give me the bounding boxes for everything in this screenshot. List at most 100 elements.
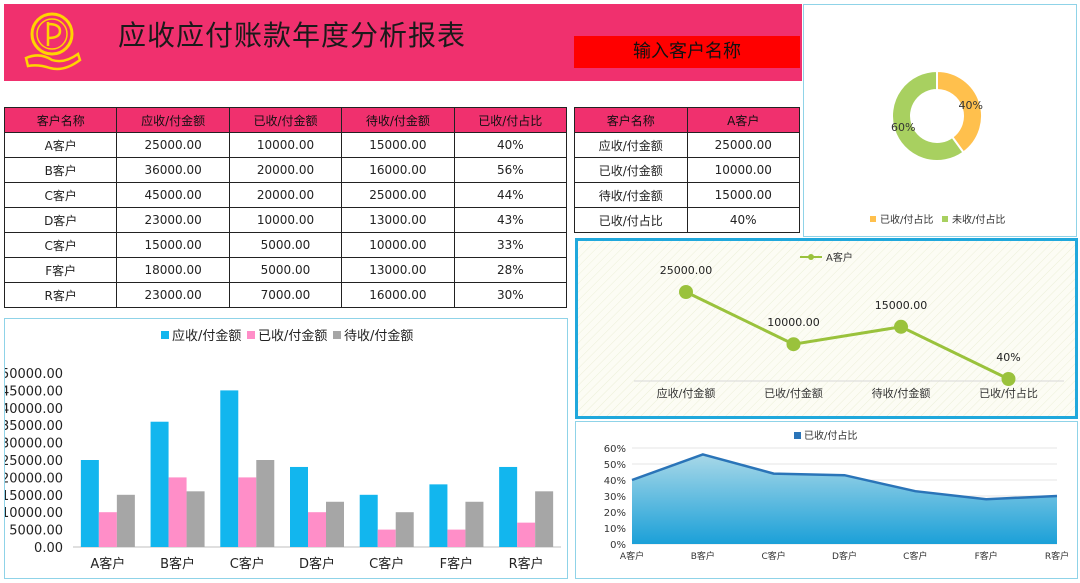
donut-slice <box>936 69 983 154</box>
legend-label: 已收/付占比 <box>804 429 857 442</box>
x-tick-label: 已收/付金额 <box>764 386 823 400</box>
x-tick-label: B客户 <box>691 550 715 562</box>
bar <box>98 512 117 547</box>
bar <box>220 390 239 547</box>
table-cell: 10000.00 <box>228 132 343 158</box>
bar <box>290 466 308 547</box>
table-cell: 25000.00 <box>341 182 455 208</box>
table-cell: 25000.00 <box>686 132 800 158</box>
legend-label: 应收/付金额 <box>172 328 241 344</box>
table-cell: 5000.00 <box>228 257 343 283</box>
area-chart-panel: 已收/付占比 0% 10% 20% 30% 40% 50% 60% A客户 B客户 C客户 D客户 C客… <box>575 421 1078 579</box>
bar <box>116 494 135 547</box>
table-cell: 10000.00 <box>341 232 455 258</box>
x-tick-label: A客户 <box>620 550 644 562</box>
legend-swatch <box>794 432 801 439</box>
summary-table: 客户名称 应收/付金额 已收/付金额 待收/付金额 已收/付占比 A客户 25000.00… <box>3 107 568 308</box>
table-row: C客户 15000.00 5000.00 10000.00 33% <box>3 232 568 258</box>
y-tick-label: 20000.00 <box>5 471 63 486</box>
table-body: A客户 25000.00 10000.00 15000.00 40% B客户 36000.0… <box>3 132 568 308</box>
donut-chart: 40% 60% 已收/付占比 未收/付占比 <box>870 69 1005 226</box>
table-cell: 15000.00 <box>686 182 800 208</box>
area-fill <box>632 454 1057 544</box>
table-cell: 40% <box>686 207 800 233</box>
table-cell: 33% <box>453 232 568 258</box>
line-series-a <box>685 290 1010 381</box>
table-row: B客户 36000.00 20000.00 16000.00 56% <box>3 157 568 183</box>
bar <box>359 494 378 547</box>
customer-name-input[interactable]: 输入客户名称 <box>574 36 800 68</box>
y-tick-label: 5000.00 <box>9 524 63 539</box>
bar <box>150 421 169 547</box>
bar <box>535 491 554 547</box>
table-cell: 20000.00 <box>228 157 343 183</box>
y-tick-label: 40% <box>604 476 626 487</box>
x-tick-label: F客户 <box>440 556 473 572</box>
bar <box>377 529 396 547</box>
table-header-row: 客户名称 应收/付金额 已收/付金额 待收/付金额 已收/付占比 <box>3 107 568 133</box>
bar-chart: 应收/付金额 已收/付金额 待收/付金额 0.00 5000.00 10000.00 150… <box>1 328 561 572</box>
x-tick-label: 应收/付金额 <box>657 386 716 400</box>
y-tick-label: 0% <box>610 540 626 551</box>
line-data-label: 15000.00 <box>875 299 928 312</box>
bar <box>447 529 466 547</box>
donut-data-label: 60% <box>891 121 915 134</box>
legend-label: 已收/付占比 <box>880 213 933 226</box>
table-cell: 已收/付占比 <box>574 207 688 233</box>
legend-marker <box>808 254 814 260</box>
table-cell: F客户 <box>3 257 118 283</box>
table-cell: 18000.00 <box>116 257 230 283</box>
table-row: 应收/付金额 25000.00 <box>574 132 800 158</box>
table-cell: C客户 <box>3 232 118 258</box>
bar <box>326 501 344 547</box>
customer-detail-table: 客户名称 A客户 应收/付金额 25000.00 已收/付金额 10000.00 待收/付… <box>574 107 800 233</box>
line-point <box>894 319 908 334</box>
x-tick-label: C客户 <box>903 550 927 562</box>
legend-swatch <box>161 331 169 339</box>
table-row: A客户 25000.00 10000.00 15000.00 40% <box>3 132 568 158</box>
y-tick-label: 30000.00 <box>5 437 63 452</box>
table-cell: 13000.00 <box>341 257 455 283</box>
table-body: 应收/付金额 25000.00 已收/付金额 10000.00 待收/付金额 15000.… <box>574 132 800 233</box>
table-cell: 待收/付金额 <box>574 182 688 208</box>
table-row: F客户 18000.00 5000.00 13000.00 28% <box>3 257 568 283</box>
table-cell: 44% <box>453 182 568 208</box>
y-tick-label: 20% <box>604 508 626 519</box>
bar <box>517 522 536 547</box>
x-tick-label: D客户 <box>299 556 335 572</box>
bar <box>168 477 187 547</box>
table-cell: D客户 <box>3 207 118 233</box>
line-chart: A客户 25000.00 应收/付金额 10000.00 已收/付金额 15000.00 待… <box>578 241 1075 416</box>
table-cell: C客户 <box>3 182 118 208</box>
table-cell: 23000.00 <box>116 282 230 308</box>
table-cell: 28% <box>453 257 568 283</box>
plot-background <box>578 241 1075 416</box>
area-chart: 已收/付占比 0% 10% 20% 30% 40% 50% 60% A客户 B客户 C客户 D客户 C客… <box>604 429 1069 562</box>
x-tick-label: B客户 <box>160 556 195 572</box>
table-cell: 10000.00 <box>228 207 343 233</box>
table-cell: 30% <box>453 282 568 308</box>
line-point <box>786 337 801 352</box>
bar <box>80 460 99 547</box>
x-tick-label: 已收/付占比 <box>979 386 1038 400</box>
y-tick-label: 35000.00 <box>5 419 63 434</box>
table-cell: 应收/付金额 <box>574 132 688 158</box>
table-cell: R客户 <box>3 282 118 308</box>
legend-label: 已收/付金额 <box>258 328 327 344</box>
y-tick-label: 15000.00 <box>5 489 63 504</box>
legend-swatch <box>870 216 876 222</box>
table-cell: 5000.00 <box>228 232 343 258</box>
y-tick-label: 0.00 <box>34 541 63 556</box>
legend-swatch <box>942 216 948 222</box>
y-tick-label: 10% <box>604 524 626 535</box>
y-tick-label: 45000.00 <box>5 384 63 399</box>
table-cell: 56% <box>453 157 568 183</box>
table-cell: 45000.00 <box>116 182 230 208</box>
bar <box>308 512 326 547</box>
page-title: 应收应付账款年度分析报表 <box>118 19 467 52</box>
donut-slice <box>891 69 965 162</box>
y-tick-label: 30% <box>604 492 626 503</box>
line-data-label: 25000.00 <box>660 264 713 277</box>
table-row: 待收/付金额 15000.00 <box>574 182 800 208</box>
legend-label: 未收/付占比 <box>952 213 1005 226</box>
